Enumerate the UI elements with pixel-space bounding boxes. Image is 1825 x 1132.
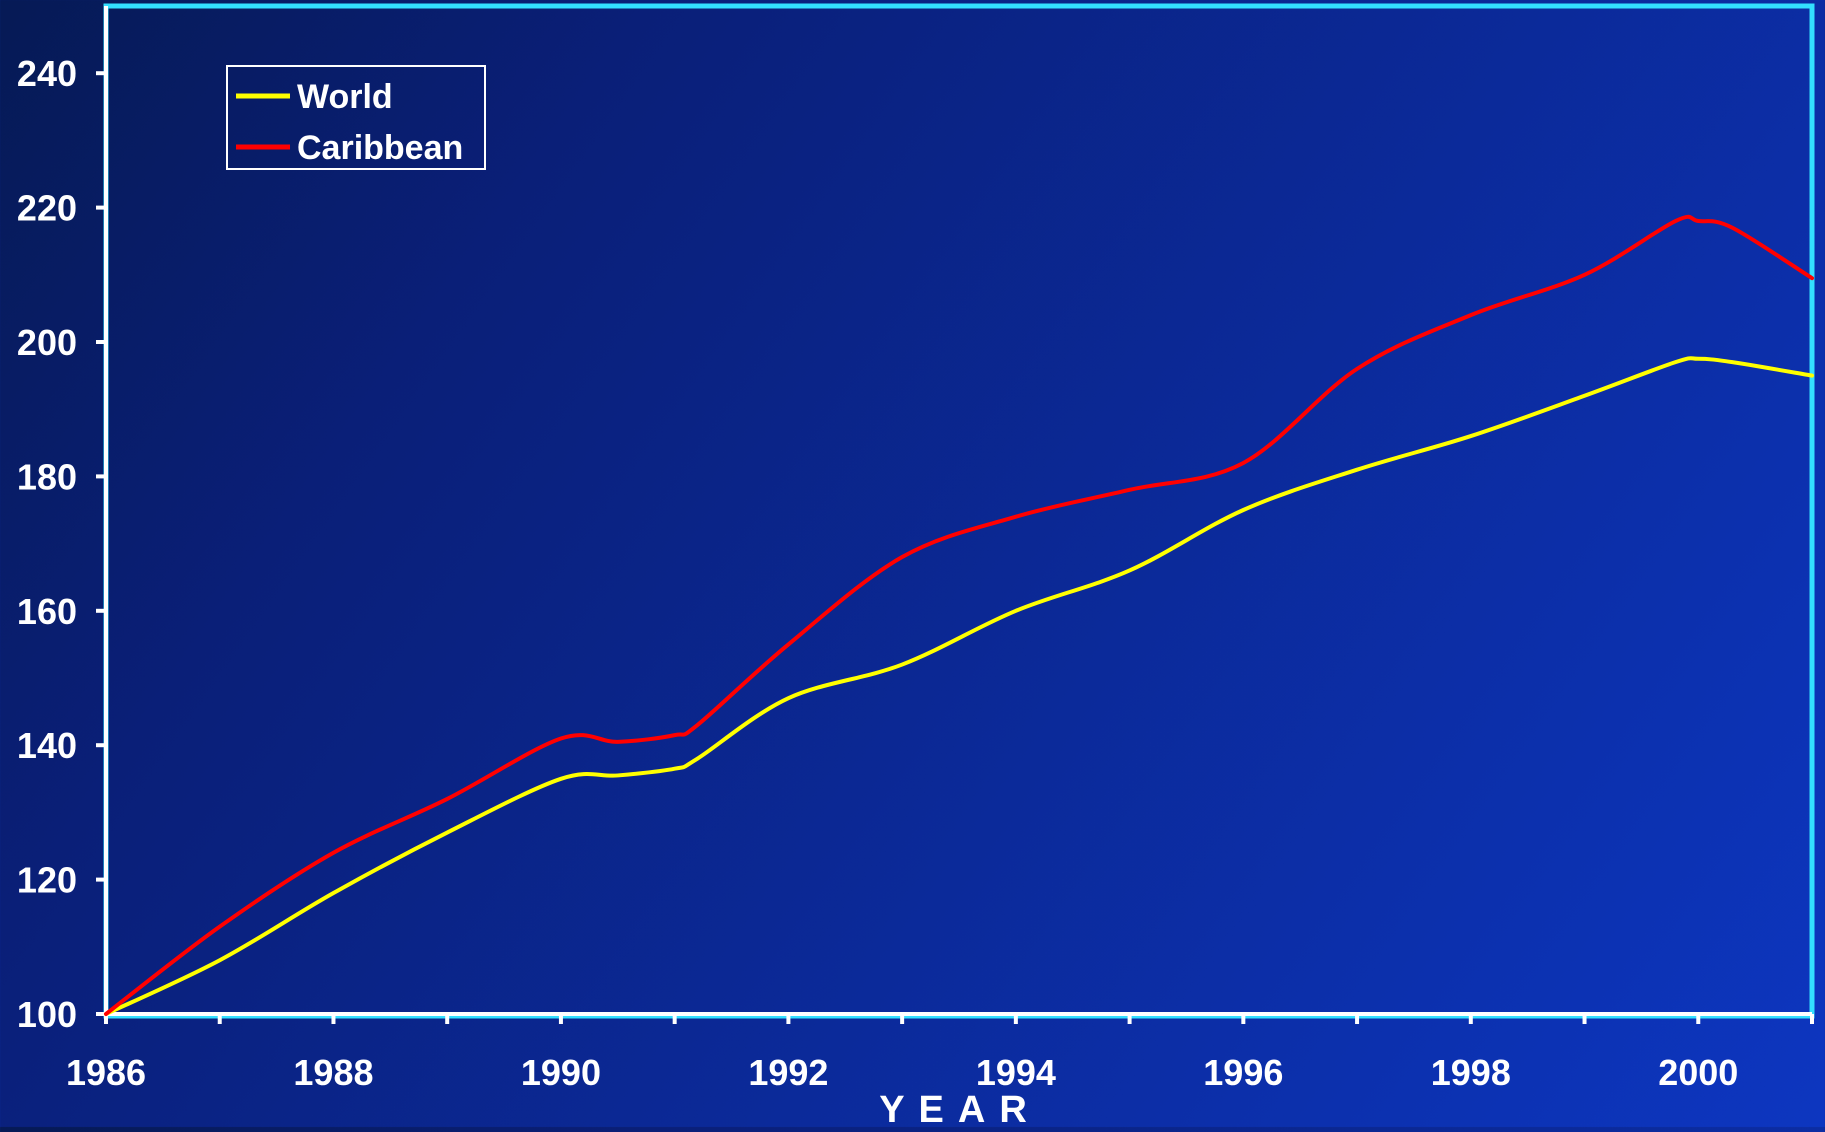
legend-label-caribbean: Caribbean: [297, 129, 463, 167]
series-group: [104, 214, 1814, 1016]
axes: 100 120 140 160 180 200 220 240 1986 1988 1990 1992…: [17, 6, 1814, 1093]
x-tick-label: 1986: [66, 1052, 146, 1093]
x-tick-label: 1994: [976, 1052, 1056, 1093]
y-tick-label: 240: [17, 53, 77, 94]
y-tick-label: 140: [17, 725, 77, 766]
legend-box: [226, 65, 486, 170]
x-tick-label: 1988: [293, 1052, 373, 1093]
y-tick-label: 200: [17, 322, 77, 363]
legend-label-world: World: [297, 78, 393, 116]
series-line-caribbean: [104, 214, 1814, 1016]
x-tick-label: 1992: [748, 1052, 828, 1093]
y-tick-label: 120: [17, 860, 77, 901]
y-tick-label: 160: [17, 591, 77, 632]
x-tick-label: 2000: [1658, 1052, 1738, 1093]
x-tick-label: 1990: [521, 1052, 601, 1093]
y-tick-label: 100: [17, 994, 77, 1035]
y-tick-label: 220: [17, 188, 77, 229]
x-tick-label: 1998: [1431, 1052, 1511, 1093]
y-tick-label: 180: [17, 456, 77, 497]
x-axis-title: YEAR: [879, 1089, 1041, 1127]
legend: World Caribbean: [226, 65, 486, 170]
x-tick-label: 1996: [1203, 1052, 1283, 1093]
series-line-world: [104, 356, 1814, 1016]
